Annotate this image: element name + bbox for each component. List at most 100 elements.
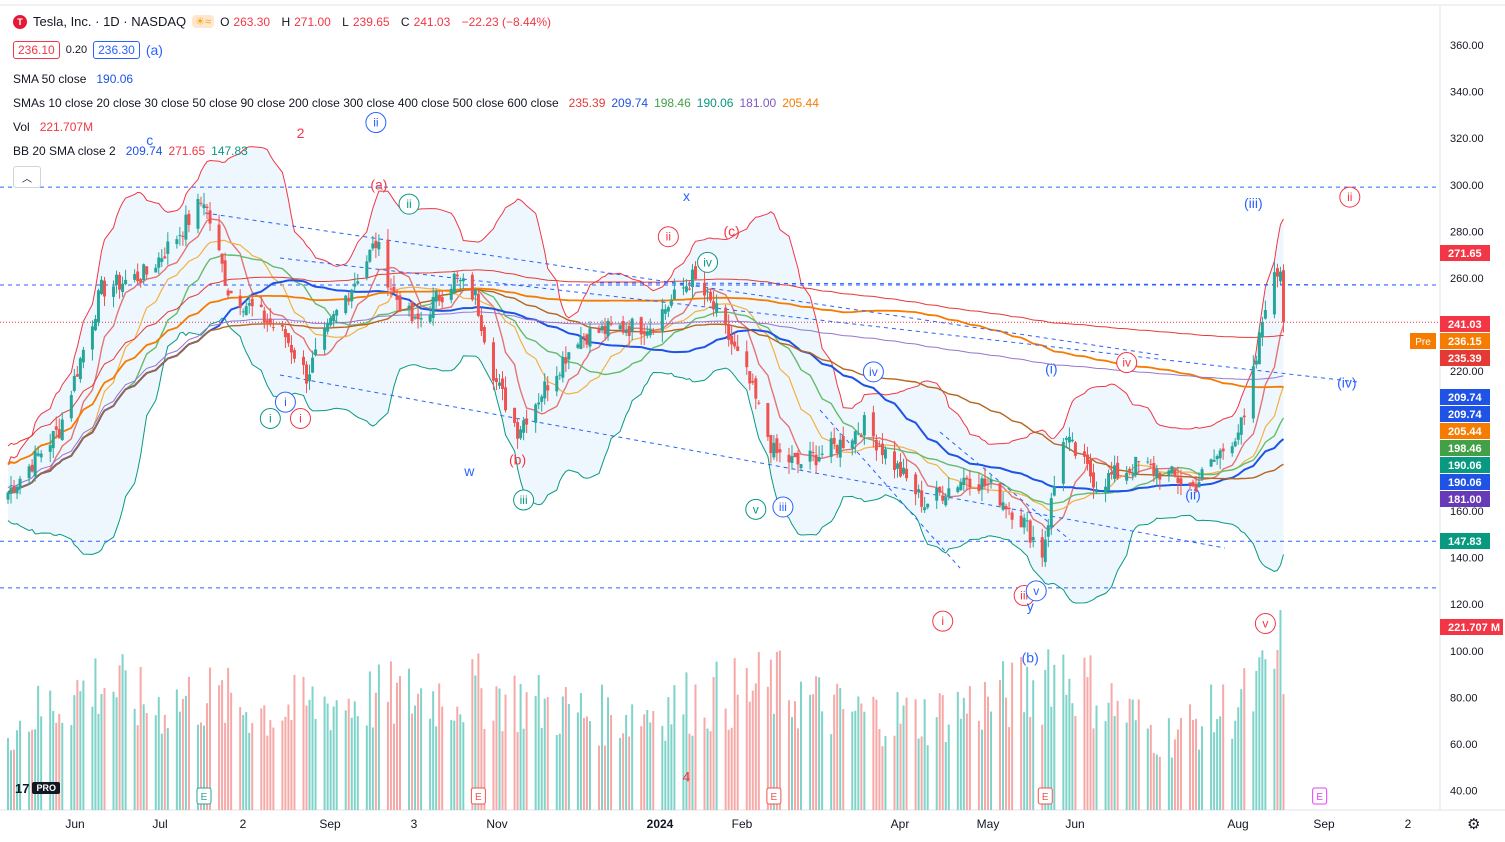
candle-body[interactable]	[1052, 486, 1056, 496]
candle-body[interactable]	[687, 288, 691, 290]
candle-body[interactable]	[642, 332, 646, 335]
indicator-volume[interactable]: Vol 221.707M	[13, 120, 94, 134]
candle-body[interactable]	[543, 381, 547, 399]
wave-label[interactable]: v	[753, 502, 759, 516]
candle-body[interactable]	[280, 324, 284, 327]
candle-body[interactable]	[163, 256, 167, 259]
candle-body[interactable]	[962, 477, 966, 486]
candle-body[interactable]	[223, 260, 227, 286]
candle-body[interactable]	[609, 323, 613, 325]
candle-body[interactable]	[540, 396, 544, 402]
candle-body[interactable]	[730, 335, 734, 345]
candle-body[interactable]	[775, 438, 779, 454]
candle-body[interactable]	[787, 454, 791, 463]
candle-body[interactable]	[407, 305, 411, 309]
candle-body[interactable]	[455, 274, 459, 277]
candle-body[interactable]	[199, 202, 203, 204]
candle-body[interactable]	[220, 253, 224, 264]
candle-body[interactable]	[389, 288, 393, 290]
candle-body[interactable]	[914, 474, 918, 495]
candle-body[interactable]	[440, 297, 444, 303]
candle-body[interactable]	[712, 301, 716, 310]
candle-body[interactable]	[311, 357, 315, 373]
candle-body[interactable]	[202, 204, 206, 209]
candle-body[interactable]	[666, 307, 670, 312]
candle-body[interactable]	[72, 375, 76, 391]
candle-body[interactable]	[832, 437, 836, 444]
candle-body[interactable]	[1007, 507, 1011, 510]
candle-body[interactable]	[769, 435, 773, 454]
candle-body[interactable]	[166, 241, 170, 254]
candle-body[interactable]	[60, 419, 64, 441]
candle-body[interactable]	[286, 333, 290, 344]
candle-body[interactable]	[796, 452, 800, 465]
wave-label[interactable]: x	[683, 188, 690, 204]
wave-label[interactable]: ii	[406, 197, 411, 211]
candle-body[interactable]	[30, 464, 34, 472]
candle-body[interactable]	[39, 453, 43, 458]
candle-body[interactable]	[265, 320, 269, 323]
wave-label[interactable]: c	[146, 132, 153, 148]
candle-body[interactable]	[244, 306, 248, 316]
candle-body[interactable]	[332, 314, 336, 322]
candle-body[interactable]	[838, 439, 842, 458]
indicator-smas[interactable]: SMAs 10 close 20 close 30 close 50 close…	[13, 96, 819, 110]
candle-body[interactable]	[703, 282, 707, 296]
candle-body[interactable]	[1188, 482, 1192, 485]
candle-body[interactable]	[693, 266, 697, 279]
indicator-sma50[interactable]: SMA 50 close 190.06	[13, 72, 134, 86]
candle-body[interactable]	[377, 242, 381, 250]
candle-body[interactable]	[980, 478, 984, 490]
collapse-legend-button[interactable]: ︿	[13, 166, 41, 188]
candle-body[interactable]	[989, 479, 993, 483]
wave-label[interactable]: i	[299, 411, 302, 425]
candle-body[interactable]	[226, 290, 230, 296]
candle-body[interactable]	[663, 309, 667, 314]
candle-body[interactable]	[621, 320, 625, 333]
candle-body[interactable]	[669, 300, 673, 306]
candle-body[interactable]	[965, 477, 969, 480]
candle-body[interactable]	[808, 450, 812, 462]
wave-label[interactable]: (a)	[370, 176, 387, 192]
candle-body[interactable]	[78, 358, 82, 380]
candle-body[interactable]	[790, 456, 794, 463]
trend-channel-line[interactable]	[279, 374, 1226, 549]
candle-body[interactable]	[944, 497, 948, 506]
candle-body[interactable]	[1010, 512, 1014, 520]
candle-body[interactable]	[1242, 415, 1246, 418]
candle-body[interactable]	[959, 482, 963, 491]
candle-body[interactable]	[15, 486, 19, 494]
wave-label[interactable]: i	[269, 411, 272, 425]
candle-body[interactable]	[1067, 436, 1071, 443]
candle-body[interactable]	[1125, 472, 1129, 481]
wave-label[interactable]: ii	[666, 230, 671, 244]
candle-body[interactable]	[883, 449, 887, 459]
candle-body[interactable]	[1236, 432, 1240, 440]
candle-body[interactable]	[923, 507, 927, 511]
candle-body[interactable]	[600, 326, 604, 331]
candle-body[interactable]	[799, 464, 803, 469]
candle-body[interactable]	[178, 235, 182, 237]
candle-body[interactable]	[1137, 461, 1141, 463]
candle-body[interactable]	[1028, 520, 1032, 543]
candle-body[interactable]	[1019, 515, 1023, 528]
candle-body[interactable]	[356, 281, 360, 284]
candle-body[interactable]	[1170, 466, 1174, 474]
candle-body[interactable]	[1149, 463, 1153, 465]
candle-body[interactable]	[871, 412, 875, 437]
candle-body[interactable]	[941, 495, 945, 501]
candle-body[interactable]	[308, 374, 312, 382]
candle-body[interactable]	[473, 289, 477, 296]
candle-body[interactable]	[1260, 321, 1264, 337]
candle-body[interactable]	[1194, 483, 1198, 492]
candle-body[interactable]	[1022, 517, 1026, 528]
candle-body[interactable]	[546, 385, 550, 391]
candle-body[interactable]	[1049, 498, 1053, 528]
candle-body[interactable]	[727, 323, 731, 340]
candle-body[interactable]	[470, 274, 474, 300]
candle-body[interactable]	[413, 316, 417, 319]
candle-body[interactable]	[160, 258, 164, 262]
candle-body[interactable]	[386, 239, 390, 288]
candle-body[interactable]	[374, 240, 378, 248]
candle-body[interactable]	[874, 440, 878, 451]
